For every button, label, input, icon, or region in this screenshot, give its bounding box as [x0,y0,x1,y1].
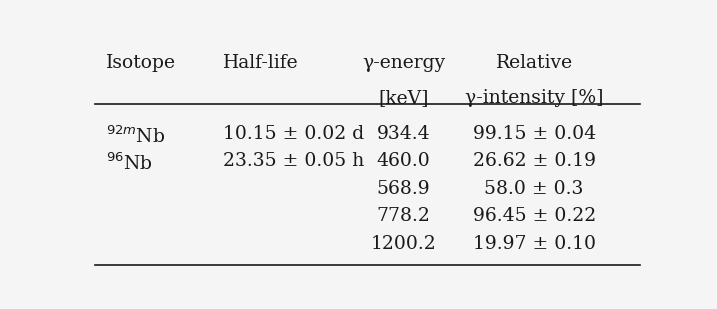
Text: 778.2: 778.2 [376,207,430,225]
Text: Isotope: Isotope [106,54,176,72]
Text: γ-intensity [%]: γ-intensity [%] [465,89,604,108]
Text: 934.4: 934.4 [376,125,430,143]
Text: 10.15 ± 0.02 d: 10.15 ± 0.02 d [223,125,364,143]
Text: 23.35 ± 0.05 h: 23.35 ± 0.05 h [223,152,364,171]
Text: 568.9: 568.9 [376,180,430,198]
Text: 26.62 ± 0.19: 26.62 ± 0.19 [473,152,596,171]
Text: [keV]: [keV] [379,89,429,108]
Text: 58.0 ± 0.3: 58.0 ± 0.3 [485,180,584,198]
Text: Half-life: Half-life [223,54,298,72]
Text: $^{92m}$Nb: $^{92m}$Nb [106,125,166,146]
Text: $^{96}$Nb: $^{96}$Nb [106,152,153,174]
Text: 1200.2: 1200.2 [371,235,437,252]
Text: Relative: Relative [495,54,573,72]
Text: 460.0: 460.0 [376,152,430,171]
Text: 96.45 ± 0.22: 96.45 ± 0.22 [473,207,596,225]
Text: 19.97 ± 0.10: 19.97 ± 0.10 [473,235,596,252]
Text: γ-energy: γ-energy [362,54,445,72]
Text: 99.15 ± 0.04: 99.15 ± 0.04 [473,125,596,143]
